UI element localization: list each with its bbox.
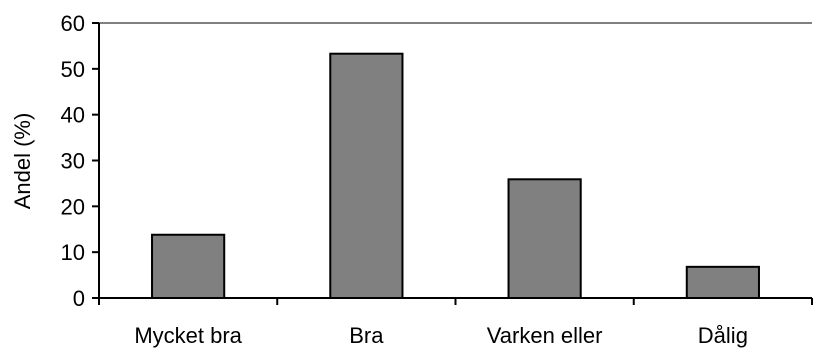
y-tick-label: 40	[61, 103, 85, 128]
y-tick-label: 20	[61, 194, 85, 219]
y-tick-label: 30	[61, 149, 85, 174]
y-tick-label: 0	[73, 286, 85, 311]
plot-area	[151, 52, 760, 300]
y-tick-label: 60	[61, 11, 85, 36]
bar	[685, 265, 760, 300]
y-axis-label: Andel (%)	[10, 113, 35, 210]
bar	[151, 233, 226, 299]
y-tick-label: 10	[61, 240, 85, 265]
axes: 0 10 20 30 40 50 60 Mycket bra Bra Varken eller Då…	[61, 11, 813, 348]
x-tick-label: Dålig	[698, 323, 748, 348]
bar	[507, 178, 582, 300]
bar	[329, 52, 404, 300]
x-tick-label: Mycket bra	[134, 323, 242, 348]
x-tick-label: Varken eller	[487, 323, 603, 348]
x-tick-label: Bra	[349, 323, 384, 348]
y-tick-label: 50	[61, 57, 85, 82]
